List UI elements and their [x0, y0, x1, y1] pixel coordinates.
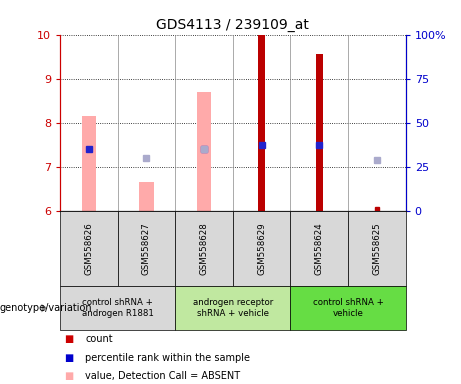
Text: GSM558625: GSM558625: [372, 222, 381, 275]
Text: genotype/variation: genotype/variation: [0, 303, 93, 313]
Bar: [316, 55, 323, 211]
Text: GSM558626: GSM558626: [84, 222, 93, 275]
Text: GSM558629: GSM558629: [257, 222, 266, 275]
Text: androgen receptor
shRNA + vehicle: androgen receptor shRNA + vehicle: [193, 298, 273, 318]
Text: count: count: [85, 334, 113, 344]
Text: value, Detection Call = ABSENT: value, Detection Call = ABSENT: [85, 371, 240, 381]
Text: percentile rank within the sample: percentile rank within the sample: [85, 353, 250, 362]
Text: ■: ■: [65, 371, 74, 381]
Text: ■: ■: [65, 334, 74, 344]
Bar: [82, 116, 96, 211]
Text: GSM558627: GSM558627: [142, 222, 151, 275]
Bar: [197, 92, 211, 211]
Bar: [139, 182, 154, 211]
Title: GDS4113 / 239109_at: GDS4113 / 239109_at: [156, 18, 309, 32]
Text: control shRNA +
androgen R1881: control shRNA + androgen R1881: [82, 298, 154, 318]
Bar: [258, 35, 265, 211]
Text: GSM558624: GSM558624: [315, 222, 324, 275]
Text: ■: ■: [65, 353, 74, 362]
Text: control shRNA +
vehicle: control shRNA + vehicle: [313, 298, 384, 318]
Text: GSM558628: GSM558628: [200, 222, 208, 275]
